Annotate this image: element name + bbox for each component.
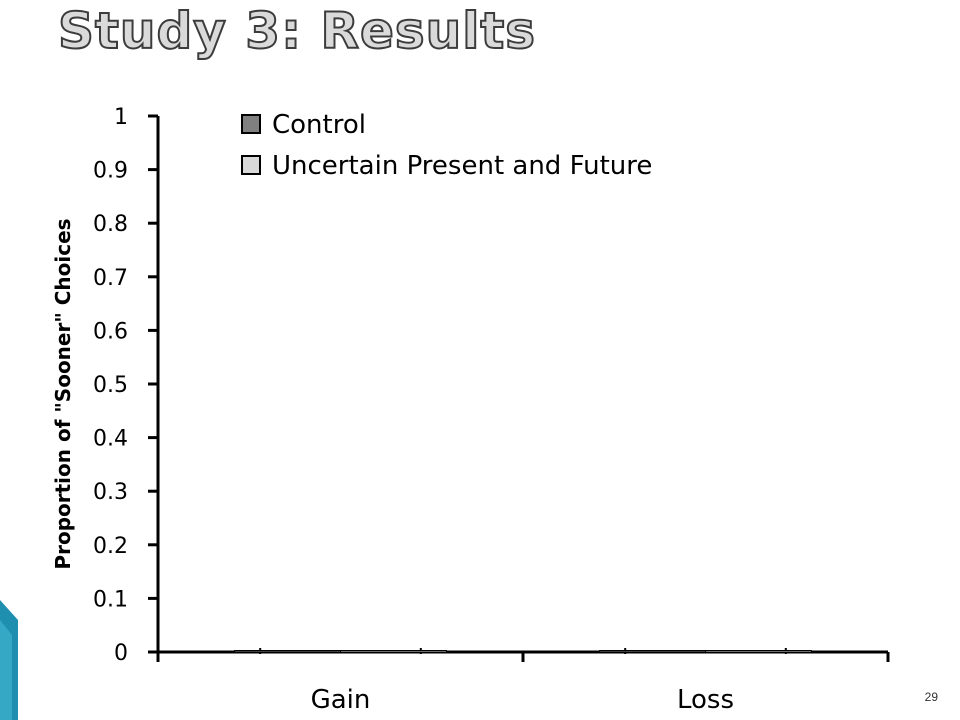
y-tick-label: 0.1: [93, 587, 128, 612]
category-label: Gain: [311, 685, 371, 715]
y-tick-label: 1: [114, 105, 128, 130]
y-axis-title: Proportion of "Sooner" Choices: [51, 218, 75, 569]
legend: Control Uncertain Present and Future: [241, 110, 652, 181]
y-tick-label: 0.8: [93, 212, 128, 237]
page-number: 29: [924, 690, 938, 704]
y-tick-label: 0.7: [93, 266, 128, 291]
y-tick-label: 0.3: [93, 480, 128, 505]
bar-loss-uncertain: [705, 650, 812, 653]
legend-swatch: [241, 114, 261, 134]
y-tick-label: 0.6: [93, 319, 128, 344]
legend-swatch: [241, 155, 261, 175]
y-tick-label: 0.4: [93, 427, 128, 452]
y-tick-label: 0.9: [93, 159, 128, 184]
category-label: Loss: [677, 685, 734, 715]
y-tick-label: 0: [114, 641, 128, 666]
y-axis-tick-labels: 0 0.1 0.2 0.3 0.4 0.5 0.6 0.7 0.8 0.9 1: [93, 105, 128, 666]
y-tick-label: 0.2: [93, 534, 128, 559]
bar-gain-control: [234, 650, 341, 653]
y-tick-label: 0.5: [93, 373, 128, 398]
corner-decoration: [0, 600, 18, 720]
bar-gain-uncertain: [340, 650, 447, 653]
category-labels: Gain Loss: [311, 685, 734, 715]
bars-group: [234, 650, 812, 653]
slide-title: Study 3: Results: [57, 1, 537, 61]
bar-loss-control: [599, 650, 707, 653]
legend-label: Control: [272, 110, 366, 140]
y-axis-ticks: [148, 114, 158, 654]
legend-label: Uncertain Present and Future: [272, 151, 652, 181]
